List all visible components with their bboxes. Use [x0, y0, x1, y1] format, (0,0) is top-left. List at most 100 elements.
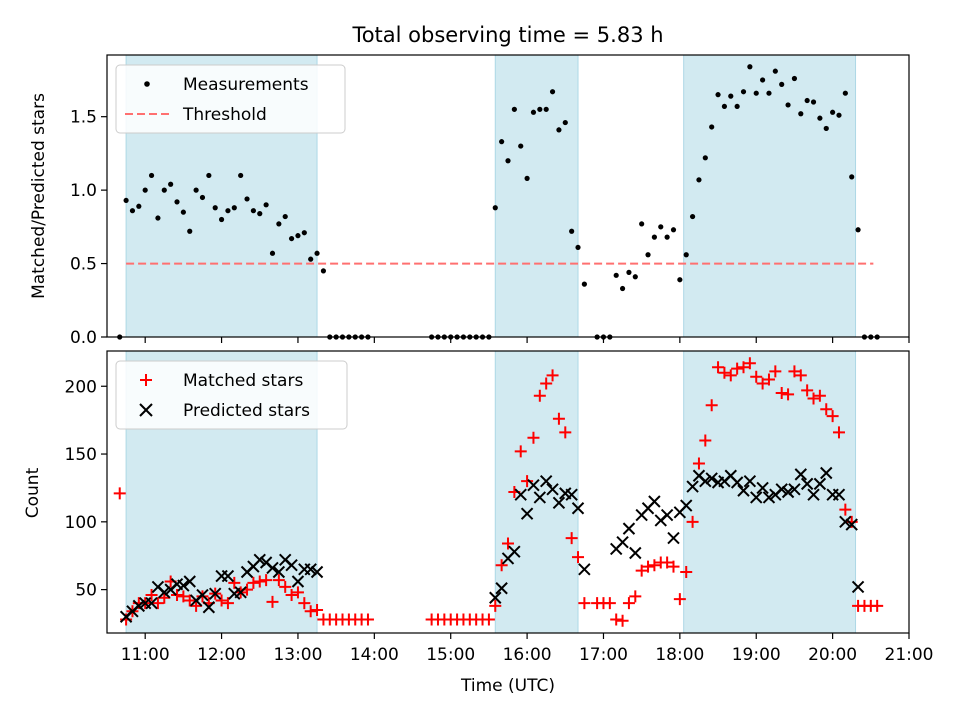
matched-star-point [813, 389, 826, 402]
predicted-star-point [565, 488, 578, 501]
measurement-point [168, 181, 174, 187]
predicted-star-point [132, 599, 146, 613]
measurement-point [174, 199, 180, 205]
measurement-point [836, 112, 842, 118]
matched-star-point [298, 597, 311, 610]
matched-star-point [680, 565, 693, 578]
predicted-star-point [813, 477, 827, 491]
predicted-star-point [158, 586, 171, 599]
matched-star-point [743, 357, 756, 370]
x-tick-label: 12:00 [197, 645, 246, 665]
predicted-star-point [578, 563, 591, 576]
ratio-axes-frame [106, 54, 910, 338]
matched-star-point [521, 475, 534, 488]
count-legend-box [115, 360, 348, 430]
matched-star-point [769, 365, 782, 378]
predicted-star-point [533, 491, 547, 504]
predicted-star-point [832, 488, 846, 501]
legend-threshold-label: Threshold [182, 105, 267, 125]
measurement-point [288, 235, 295, 242]
measurement-point [632, 274, 638, 280]
predicted-star-point [291, 575, 305, 588]
measurement-point [123, 197, 129, 204]
ratio-y-tick-label: 1.5 [70, 108, 97, 128]
measurement-point [136, 203, 142, 209]
measurement-point [218, 216, 225, 223]
predicted-star-point [495, 582, 508, 595]
matched-star-point [559, 426, 572, 439]
matched-star-point [807, 392, 820, 405]
predicted-star-point [221, 569, 235, 583]
measurement-point [830, 109, 836, 115]
matched-star-point [622, 597, 635, 610]
matched-star-point [533, 389, 546, 402]
matched-star-point [253, 575, 266, 588]
measurement-point [664, 234, 670, 240]
predicted-star-point [762, 491, 776, 504]
predicted-star-point [145, 596, 158, 610]
matched-star-point [832, 426, 845, 439]
matched-star-point [221, 597, 234, 610]
matched-star-point [737, 361, 750, 374]
matched-star-point [279, 580, 292, 593]
predicted-star-point [629, 546, 642, 560]
predicted-star-point [788, 483, 801, 496]
x-tick-label: 11:00 [121, 645, 170, 665]
measurement-point [791, 75, 798, 82]
measurement-point [161, 187, 167, 193]
matched-star-point [482, 613, 495, 626]
predicted-star-point [807, 488, 820, 501]
x-tick-label: 20:00 [808, 645, 857, 665]
measurement-point [569, 228, 575, 234]
ratio-y-axis: 0.0 0.5 1.0 1.5 [70, 108, 107, 348]
matched-star-point [788, 365, 801, 378]
measurement-point [505, 158, 511, 164]
predicted-star-point [737, 484, 750, 497]
predicted-star-point [508, 545, 521, 558]
count-y-tick-label: 150 [65, 445, 97, 465]
measurement-point [696, 177, 702, 183]
measurement-point [142, 187, 148, 193]
matched-star-point [820, 403, 833, 416]
predicted-star-point [775, 483, 788, 496]
matched-star-point [552, 412, 565, 425]
ratio-observing-window-band [494, 54, 579, 338]
matched-star-point [527, 431, 540, 444]
measurement-point [199, 194, 206, 201]
measurement-point [626, 269, 632, 275]
measurement-point [670, 227, 677, 233]
measurement-point [499, 139, 505, 145]
measurement-point [823, 125, 829, 132]
predicted-star-point [667, 531, 680, 545]
measurement-point [231, 205, 237, 211]
measurement-point [721, 103, 728, 110]
measurement-point [537, 106, 543, 112]
matched-star-point [495, 559, 508, 572]
matched-star-point [546, 369, 559, 382]
measurement-point [702, 155, 708, 161]
matched-star-point [801, 384, 814, 397]
predicted-star-point [756, 481, 769, 495]
predicted-star-point [520, 507, 534, 520]
matched-star-point [578, 597, 591, 610]
predicted-star-point [489, 591, 502, 604]
ratio-y-tick-label: 0.5 [70, 255, 97, 275]
measurement-point [683, 252, 689, 258]
predicted-star-point [266, 561, 279, 575]
matched-star-point [616, 614, 629, 627]
predicted-star-point [272, 565, 286, 579]
measurement-point [250, 208, 256, 214]
count-x-axis: 11:00 12:00 13:00 14:00 15:00 16:00 17:00 18:00… [121, 633, 934, 665]
measurement-point [543, 106, 549, 112]
measurement-point [772, 68, 778, 74]
ratio-y-tick-label: 0.0 [70, 328, 97, 348]
measurement-point [740, 89, 747, 95]
measurement-point [715, 92, 721, 98]
predicted-star-point [730, 476, 744, 489]
legend-measurement-marker [144, 81, 150, 87]
matched-star-point [756, 377, 769, 390]
matched-star-point [718, 366, 731, 379]
ratio-y-axis-label: Matched/Predicted stars [29, 93, 49, 299]
measurement-point [575, 244, 581, 251]
